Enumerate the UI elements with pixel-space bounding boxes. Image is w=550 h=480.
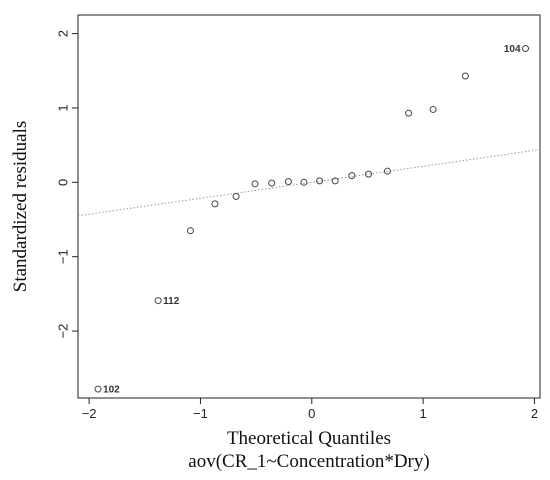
x-tick-label: −2 bbox=[82, 406, 97, 421]
y-tick-label: 1 bbox=[55, 104, 70, 111]
data-point bbox=[268, 179, 276, 187]
y-tick-label: 2 bbox=[55, 30, 70, 37]
data-point bbox=[284, 178, 292, 186]
data-point bbox=[211, 200, 219, 208]
data-point bbox=[300, 178, 308, 186]
data-point bbox=[522, 44, 530, 52]
data-point bbox=[405, 109, 413, 117]
data-point bbox=[316, 177, 324, 185]
y-axis-title: Standardized residuals bbox=[10, 121, 31, 292]
x-axis-subtitle: aov(CR_1~Concentration*Dry) bbox=[188, 451, 429, 472]
axes: −2 −1 0 1 2 −2 −1 0 1 2 bbox=[55, 14, 541, 421]
point-label: 104 bbox=[504, 44, 521, 55]
y-tick-label: 0 bbox=[55, 179, 70, 186]
data-point bbox=[429, 105, 437, 113]
x-axis-title: Theoretical Quantiles bbox=[227, 428, 391, 449]
y-tick-label: −1 bbox=[55, 249, 70, 264]
points-group bbox=[94, 44, 530, 393]
reference-line-group bbox=[77, 149, 541, 217]
data-point bbox=[251, 180, 259, 188]
point-label: 112 bbox=[163, 296, 180, 307]
x-tick-label: 1 bbox=[419, 406, 426, 421]
data-point bbox=[383, 167, 391, 175]
data-point bbox=[154, 297, 162, 305]
x-tick-label: 0 bbox=[308, 406, 315, 421]
data-point bbox=[461, 72, 469, 80]
x-tick-label: 2 bbox=[531, 406, 538, 421]
data-point bbox=[94, 385, 102, 393]
x-tick-label: −1 bbox=[193, 406, 208, 421]
data-point bbox=[365, 170, 373, 178]
data-point bbox=[186, 227, 194, 235]
plot-frame bbox=[77, 14, 541, 399]
data-point bbox=[331, 177, 339, 185]
y-tick-label: −2 bbox=[55, 324, 70, 339]
data-point bbox=[348, 172, 356, 180]
labels-group: 102 112 104 bbox=[103, 44, 521, 396]
point-label: 102 bbox=[103, 385, 120, 396]
reference-line bbox=[77, 149, 541, 217]
data-point bbox=[232, 192, 240, 200]
